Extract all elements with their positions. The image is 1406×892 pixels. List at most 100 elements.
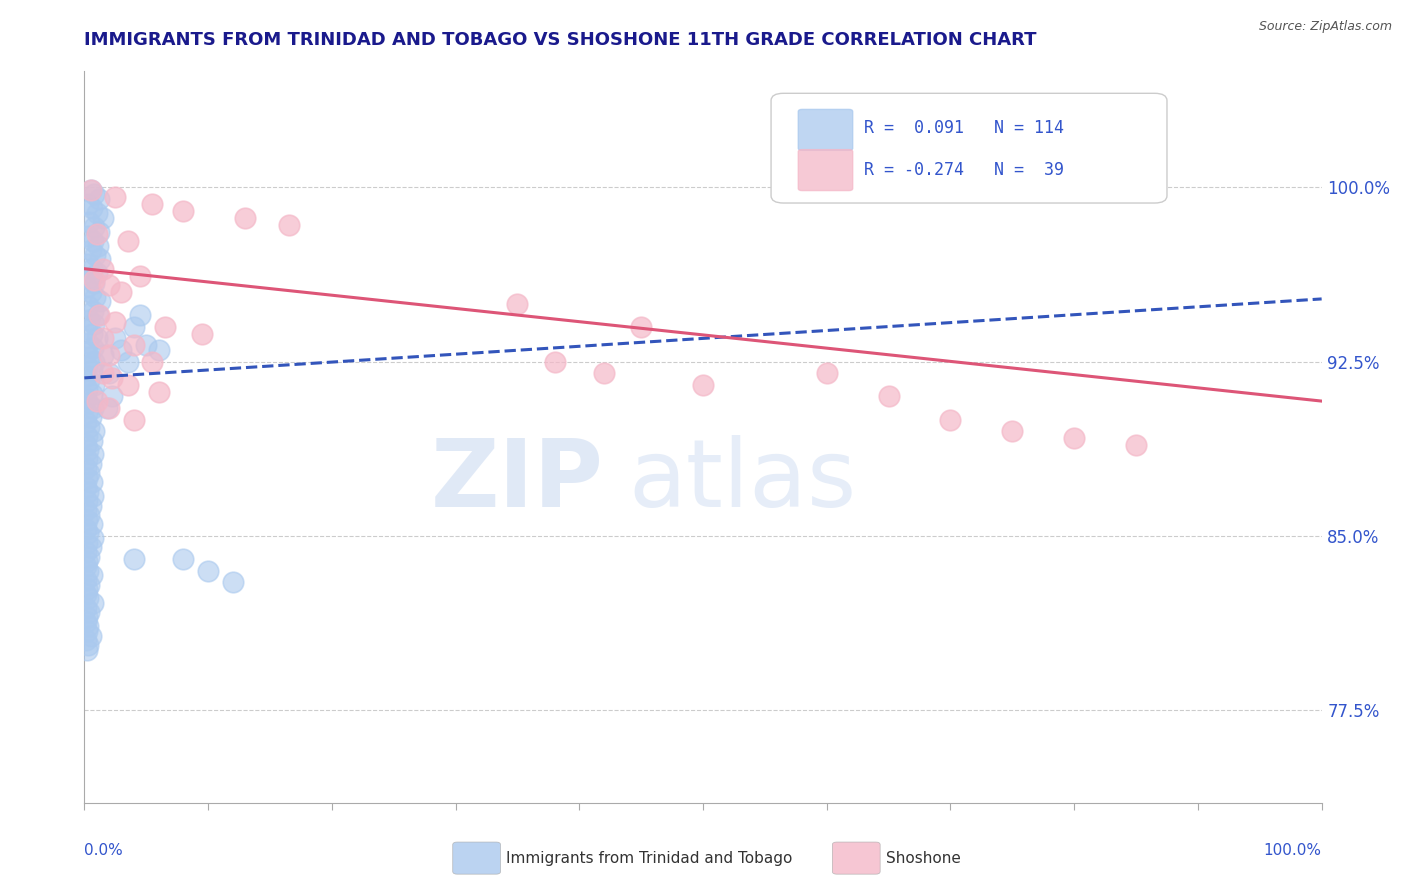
Point [87, 308, 110, 322]
Point [75, 545, 97, 559]
Text: 0.0%: 0.0% [84, 843, 124, 858]
Point [75, 587, 97, 601]
Text: R =  0.091   N = 114: R = 0.091 N = 114 [863, 119, 1064, 136]
Point [76, 554, 98, 568]
Point [77, 591, 100, 606]
Point [96, 401, 118, 415]
Point [87, 238, 110, 252]
Point [86, 206, 108, 220]
Point [110, 343, 132, 357]
Point [75, 345, 97, 359]
Point [76, 452, 98, 467]
Point [79, 541, 101, 555]
Point [80, 326, 103, 341]
Point [692, 377, 714, 392]
Point [122, 552, 145, 566]
Point [148, 384, 170, 399]
Point [75, 503, 97, 517]
Point [593, 366, 616, 380]
Point [77, 442, 100, 457]
Point [1063, 431, 1085, 445]
Point [91, 348, 114, 362]
Point [79, 629, 101, 643]
Point [117, 234, 139, 248]
Point [86, 227, 108, 241]
Point [82, 489, 104, 503]
Point [80, 364, 103, 378]
Point [80, 475, 103, 490]
Point [80, 261, 103, 276]
Point [89, 294, 111, 309]
Point [172, 552, 194, 566]
Point [100, 389, 122, 403]
Point [135, 338, 157, 352]
Point [77, 396, 100, 410]
Point [939, 412, 962, 426]
Text: Shoshone: Shoshone [886, 852, 960, 866]
Point [82, 303, 104, 318]
Point [76, 642, 98, 657]
Point [89, 192, 111, 206]
Point [82, 401, 104, 415]
Point [815, 366, 838, 380]
Text: IMMIGRANTS FROM TRINIDAD AND TOBAGO VS SHOSHONE 11TH GRADE CORRELATION CHART: IMMIGRANTS FROM TRINIDAD AND TOBAGO VS S… [84, 31, 1036, 49]
Point [77, 257, 100, 271]
Point [82, 596, 104, 610]
Point [89, 225, 111, 239]
Point [117, 354, 139, 368]
Text: 100.0%: 100.0% [1264, 843, 1322, 858]
Point [277, 218, 299, 232]
Point [104, 331, 127, 345]
Point [76, 383, 98, 397]
Point [75, 633, 97, 648]
FancyBboxPatch shape [770, 94, 1167, 203]
Point [91, 331, 114, 345]
Point [79, 549, 101, 564]
Point [877, 389, 900, 403]
Point [83, 219, 105, 234]
Point [75, 600, 97, 615]
Point [76, 322, 98, 336]
Point [79, 419, 101, 434]
Point [79, 313, 101, 327]
Point [630, 319, 652, 334]
Point [79, 508, 101, 522]
Point [79, 373, 101, 387]
Point [129, 308, 152, 322]
Point [80, 434, 103, 448]
Point [222, 575, 245, 590]
Point [141, 196, 163, 211]
Point [543, 354, 565, 368]
Point [76, 610, 98, 624]
Point [79, 285, 101, 299]
Point [100, 371, 122, 385]
Point [79, 457, 101, 471]
Point [117, 377, 139, 392]
Point [104, 315, 127, 329]
Point [83, 273, 105, 287]
Point [76, 582, 98, 597]
Point [77, 619, 100, 633]
Point [77, 229, 100, 244]
Point [80, 202, 103, 216]
Point [79, 577, 101, 591]
Point [83, 276, 105, 290]
Point [79, 183, 101, 197]
Point [76, 471, 98, 485]
Point [80, 568, 103, 582]
Point [191, 326, 214, 341]
Point [84, 248, 107, 262]
Point [122, 319, 145, 334]
Point [75, 438, 97, 452]
Point [83, 377, 105, 392]
Point [86, 331, 108, 345]
Point [79, 606, 101, 620]
Point [75, 615, 97, 629]
Point [98, 401, 121, 415]
Point [91, 211, 114, 225]
Text: ZIP: ZIP [432, 435, 605, 527]
Point [76, 535, 98, 549]
Point [75, 392, 97, 406]
Point [79, 499, 101, 513]
Point [86, 394, 108, 409]
